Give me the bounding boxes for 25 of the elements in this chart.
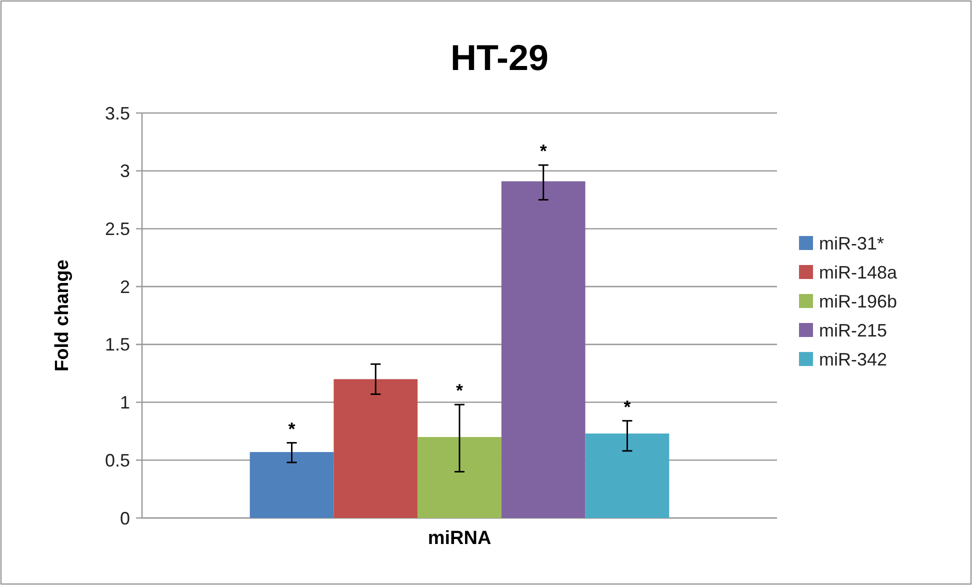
y-tick-label: 1.5 [104,334,130,355]
legend-label: miR-31* [819,233,884,254]
chart-title: HT-29 [450,37,549,78]
y-axis-title: Fold change [52,260,73,372]
legend-label: miR-342 [819,349,888,370]
bar [334,379,418,518]
bar [250,452,334,518]
y-tick-label: 3 [120,161,130,182]
data-label: * [540,141,547,162]
bar [418,437,502,518]
legend-label: miR-148a [819,262,898,282]
y-tick-label: 1 [120,392,130,413]
y-tick-label: 0 [120,508,130,528]
bar [585,434,670,518]
bar [501,181,586,518]
x-tick-label: miRNA [428,528,492,549]
data-label: * [456,380,464,401]
y-tick-label: 2.5 [104,219,130,240]
legend-label: miR-196b [819,291,898,312]
legend-label: miR-215 [819,320,888,340]
data-label: * [624,396,631,417]
y-tick-label: 0.5 [104,450,130,470]
data-label: * [288,418,296,439]
y-tick-label: 2 [120,276,130,297]
y-tick-label: 3.5 [104,103,130,124]
